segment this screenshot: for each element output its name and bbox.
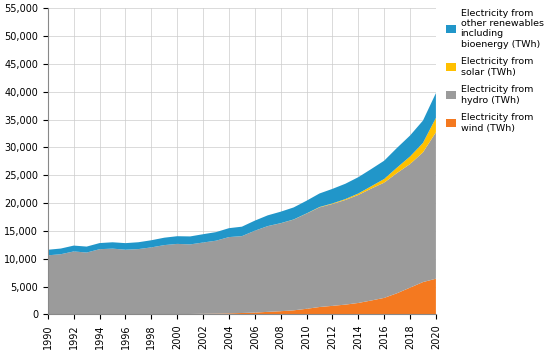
Legend: Electricity from
other renewables
including
bioenergy (TWh), Electricity from
so: Electricity from other renewables includ… [444,7,546,134]
